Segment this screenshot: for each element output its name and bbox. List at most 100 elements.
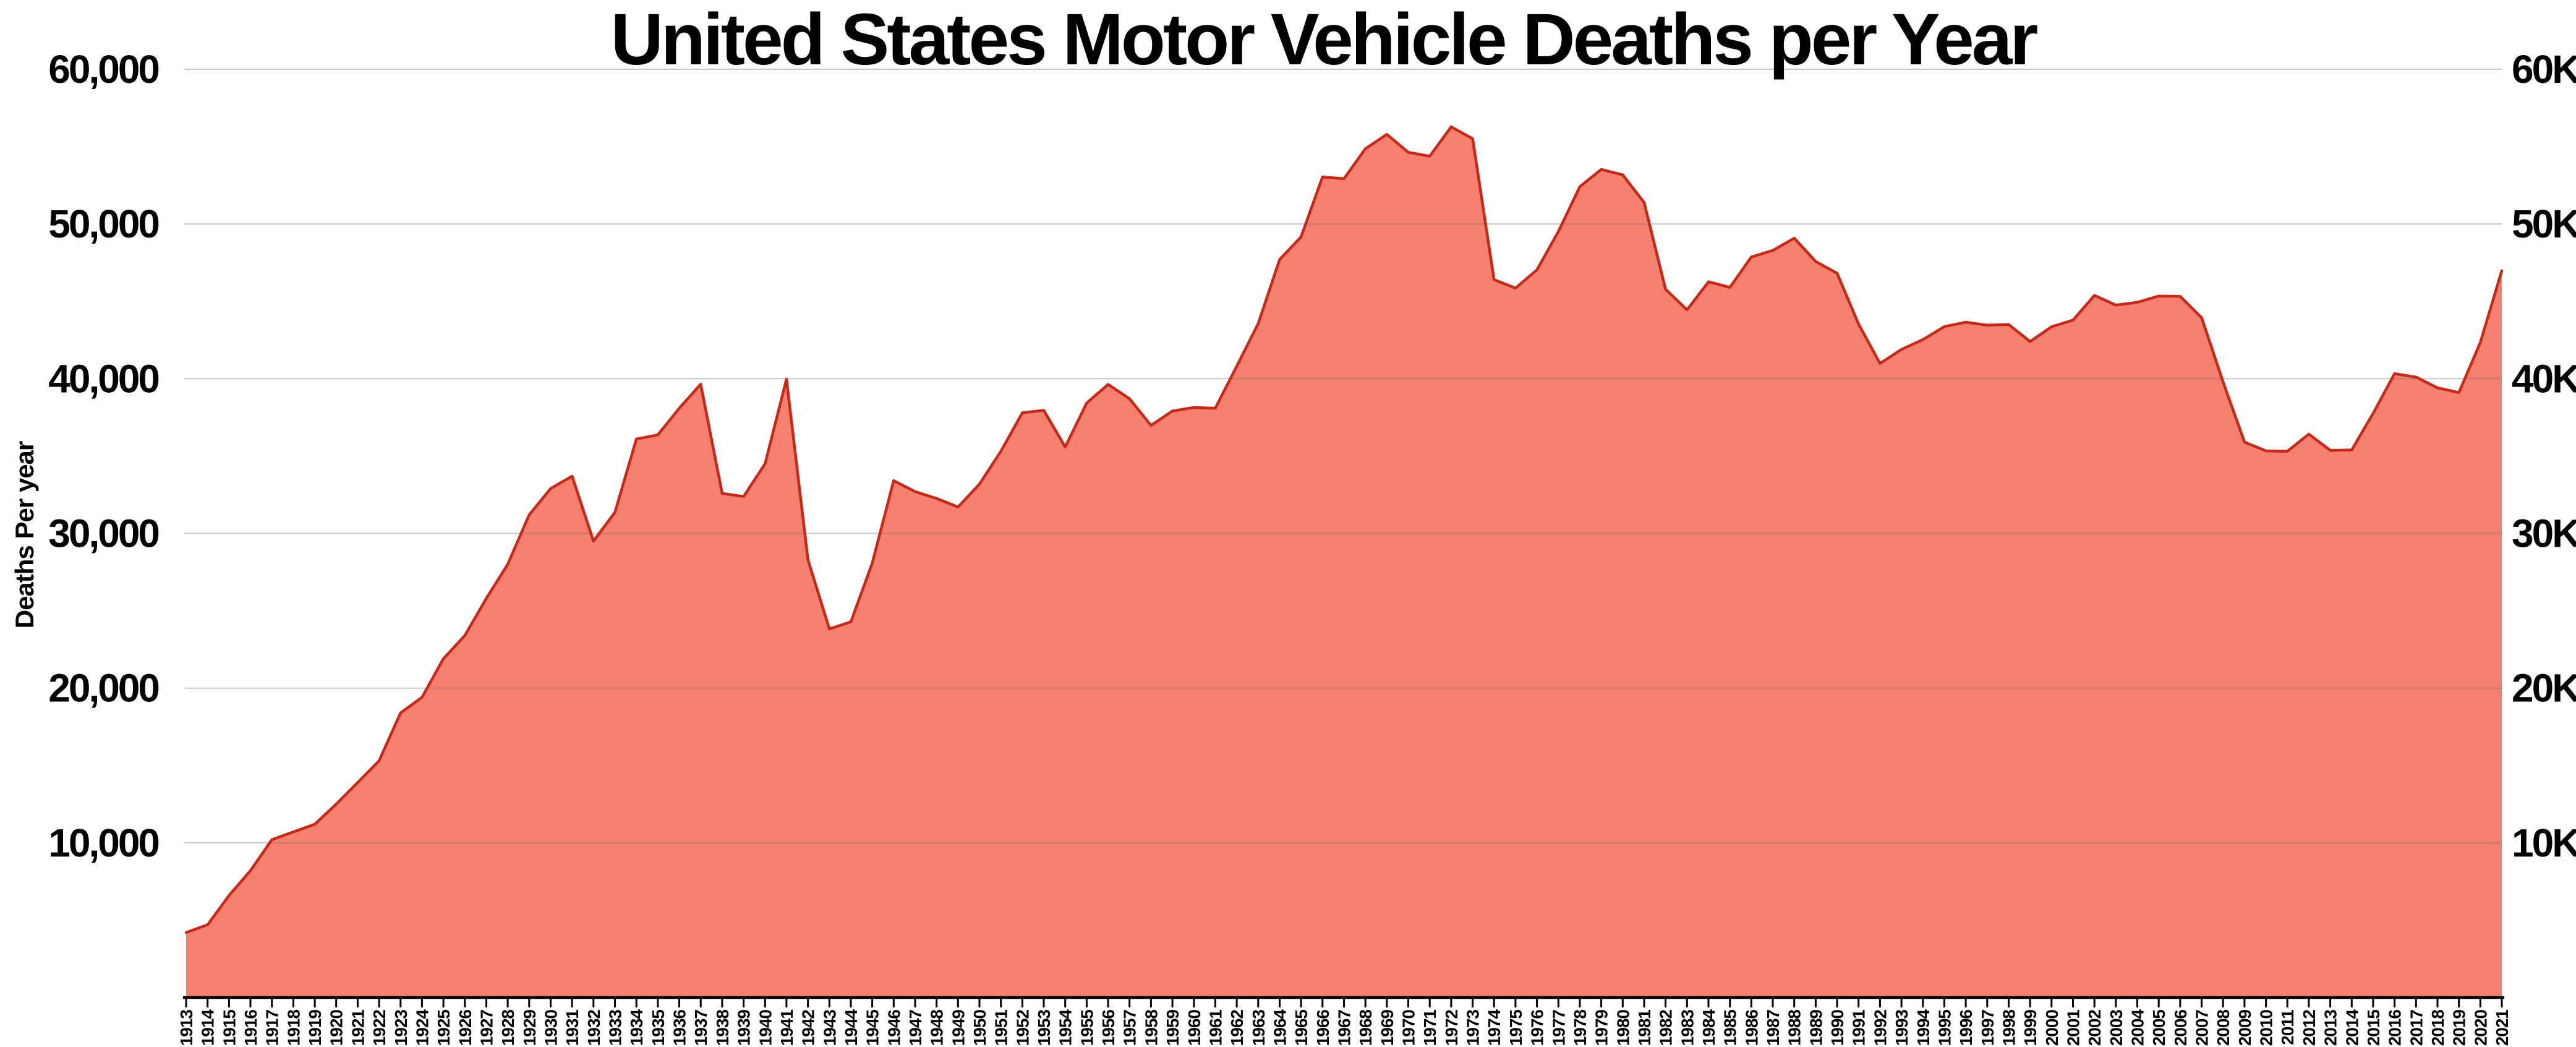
y-tick-label-left: 40,000 [48, 356, 158, 401]
x-tick-label: 1916 [241, 1010, 260, 1046]
x-tick-label: 1953 [1034, 1010, 1054, 1046]
x-tick-label: 1969 [1378, 1010, 1397, 1046]
x-tick-label: 1955 [1077, 1010, 1096, 1046]
x-tick-label: 1988 [1785, 1010, 1804, 1046]
x-tick-label: 1948 [928, 1010, 947, 1046]
x-tick-label: 1964 [1271, 1009, 1290, 1046]
y-tick-label-right: 60K [2512, 47, 2576, 92]
x-tick-label: 1979 [1592, 1010, 1611, 1046]
x-tick-label: 1996 [1956, 1010, 1976, 1046]
deaths-line-series [184, 125, 2504, 934]
x-tick-label: 1978 [1571, 1010, 1590, 1046]
x-tick-label: 1920 [327, 1010, 346, 1046]
x-tick-label: 1929 [520, 1010, 539, 1046]
x-tick-label: 1918 [284, 1010, 303, 1046]
x-tick-label: 1998 [2000, 1010, 2019, 1046]
x-tick-label: 2010 [2257, 1010, 2276, 1046]
x-tick-label: 1950 [970, 1010, 989, 1046]
x-tick-label: 1954 [1056, 1009, 1075, 1046]
y-tick-label-right: 50K [2512, 202, 2576, 246]
y-tick-labels-left: 60,000 50,000 40,000 30,000 20,000 10,000 [48, 47, 160, 865]
x-tick-label: 1987 [1764, 1010, 1783, 1046]
y-tick-label-right: 20K [2512, 666, 2576, 711]
x-tick-label: 1973 [1464, 1010, 1483, 1046]
x-tick-label: 1974 [1485, 1009, 1504, 1046]
y-grid-lines [184, 69, 2502, 844]
x-tick-label: 2015 [2364, 1010, 2383, 1046]
x-tick-label: 1917 [263, 1010, 282, 1046]
x-tick-label: 2014 [2342, 1009, 2361, 1046]
x-tick-label: 1943 [820, 1010, 839, 1046]
x-tick-label: 2006 [2171, 1010, 2190, 1046]
x-tick-label: 1915 [220, 1010, 239, 1046]
y-tick-label-left: 20,000 [48, 666, 158, 711]
x-tick-label: 1982 [1657, 1010, 1676, 1046]
x-tick-label: 1927 [477, 1010, 497, 1046]
x-tick-label: 1941 [777, 1010, 796, 1046]
x-tick-label: 1961 [1206, 1010, 1225, 1046]
x-tick-label: 1983 [1678, 1010, 1697, 1046]
x-tick-label: 1962 [1227, 1010, 1247, 1046]
x-tick-label: 1945 [863, 1010, 882, 1046]
x-tick-label: 1921 [348, 1010, 367, 1046]
x-tick-label: 1989 [1806, 1010, 1825, 1046]
x-tick-label: 1959 [1163, 1010, 1182, 1046]
y-tick-label-left: 50,000 [48, 202, 158, 246]
x-tick-label: 1967 [1335, 1010, 1354, 1046]
x-tick-label: 1931 [563, 1010, 582, 1046]
x-tick-label: 2019 [2450, 1010, 2469, 1046]
y-tick-label-left: 30,000 [48, 511, 158, 556]
x-tick-label: 2020 [2471, 1010, 2490, 1046]
x-tick-label: 1968 [1356, 1010, 1375, 1046]
x-tick-label: 1944 [842, 1009, 861, 1046]
x-tick-label: 2018 [2428, 1010, 2447, 1046]
x-tick-label: 1970 [1399, 1010, 1418, 1046]
x-tick-label: 1919 [305, 1010, 325, 1046]
x-tick-label: 1946 [884, 1010, 903, 1046]
x-tick-label: 1991 [1849, 1010, 1869, 1046]
deaths-area-series [186, 127, 2502, 998]
x-tick-label: 2017 [2407, 1010, 2426, 1046]
x-tick-label: 1992 [1870, 1010, 1890, 1046]
x-tick-label: 1935 [649, 1010, 668, 1046]
x-tick-label: 1925 [434, 1010, 453, 1046]
x-tick-label: 1999 [2021, 1010, 2040, 1046]
x-tick-label: 1956 [1099, 1010, 1118, 1046]
x-tick-marks [185, 998, 2503, 1007]
x-tick-label: 1971 [1420, 1010, 1439, 1046]
x-tick-label: 1957 [1120, 1010, 1140, 1046]
x-tick-label: 1937 [691, 1010, 710, 1046]
x-tick-label: 1986 [1742, 1010, 1761, 1046]
y-tick-label-right: 30K [2512, 511, 2576, 556]
x-tick-label: 1993 [1892, 1010, 1911, 1046]
x-tick-label: 2021 [2493, 1010, 2512, 1046]
x-tick-label: 2016 [2386, 1010, 2405, 1046]
x-tick-label: 2009 [2235, 1010, 2254, 1046]
x-tick-label: 1924 [412, 1009, 432, 1046]
x-tick-label: 1913 [177, 1010, 196, 1046]
x-tick-label: 1960 [1185, 1010, 1204, 1046]
x-tick-label: 1932 [584, 1010, 603, 1046]
x-tick-labels: 1913 1914 1915 1916 1917 1918 1919 1920 1921 1922… [177, 1009, 2512, 1046]
y-tick-label-right: 10K [2512, 821, 2576, 865]
x-tick-label: 2013 [2321, 1010, 2340, 1046]
x-tick-label: 2008 [2214, 1010, 2233, 1046]
x-tick-label: 1934 [627, 1009, 646, 1046]
x-tick-label: 1951 [992, 1010, 1011, 1046]
x-tick-label: 1966 [1313, 1010, 1333, 1046]
x-tick-label: 1928 [498, 1010, 518, 1046]
x-tick-label: 1940 [756, 1010, 775, 1046]
x-tick-label: 1914 [198, 1009, 218, 1046]
y-tick-labels-right: 60K 50K 40K 30K 20K 10K [2512, 47, 2576, 865]
x-tick-label: 1972 [1442, 1010, 1461, 1046]
x-tick-label: 1995 [1935, 1010, 1954, 1046]
x-tick-label: 1977 [1549, 1010, 1568, 1046]
x-tick-label: 1975 [1506, 1010, 1525, 1046]
x-tick-label: 1926 [456, 1010, 475, 1046]
x-tick-label: 2003 [2107, 1010, 2126, 1046]
x-tick-label: 1930 [542, 1010, 561, 1046]
x-tick-label: 1990 [1828, 1010, 1847, 1046]
x-tick-label: 2002 [2085, 1010, 2104, 1046]
x-tick-label: 1923 [391, 1010, 411, 1046]
